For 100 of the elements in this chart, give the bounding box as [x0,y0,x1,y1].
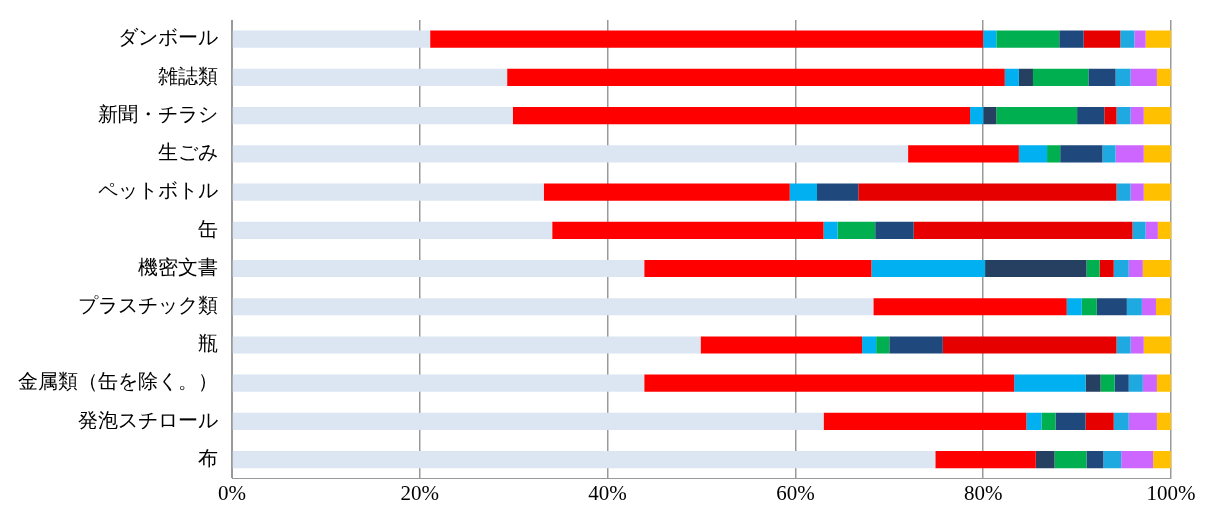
bar [1035,451,1055,469]
bar [913,221,1133,239]
bar [1004,68,1019,86]
bar [889,336,943,354]
bar [232,68,508,86]
bar [232,221,553,239]
bar [1128,259,1143,278]
bar [1026,412,1042,431]
bar [1102,145,1116,163]
bar [823,412,1027,431]
bar [1032,68,1089,86]
bar [1081,298,1097,316]
bar [996,106,1078,125]
bar [985,259,1087,278]
bar [1132,221,1146,239]
bar [232,183,544,201]
bar [512,106,971,125]
bar [1156,68,1171,86]
bar [1142,374,1157,392]
bar [1128,374,1143,392]
y-tick-label: ダンボール [118,26,218,49]
bar [552,221,824,239]
y-tick-label: ペットボトル [98,179,218,202]
bar [875,221,914,239]
bar [1086,451,1104,469]
y-tick-label: 金属類（缶を除く。） [18,370,218,393]
bar [871,259,986,278]
bar [908,145,1019,163]
bar [1156,374,1171,392]
bar [1054,451,1087,469]
bar [1153,451,1171,469]
bar [1120,30,1135,48]
bar [823,221,838,239]
y-tick-label: 雑誌類 [158,64,218,87]
bar [1018,145,1048,163]
bar [789,183,817,201]
bar [1113,412,1129,431]
y-tick-label: 機密文書 [138,255,218,278]
x-tick-label: 40% [588,480,627,505]
x-tick-label: 80% [963,480,1003,505]
bar [430,30,984,48]
bar [232,336,701,354]
bar [232,451,936,469]
x-tick-label: 0% [218,480,246,505]
bar [232,106,513,125]
y-tick-label: 新聞・チラシ [98,102,218,125]
y-tick-label: 瓶 [198,332,218,355]
bar [1130,336,1144,354]
bar [983,106,997,125]
y-tick-label: 布 [198,446,218,469]
bar [232,374,645,392]
bar [996,30,1060,48]
bar [1155,298,1171,316]
bar [1083,30,1121,48]
bar [1018,68,1033,86]
bar [942,336,1117,354]
bar [1141,298,1156,316]
bar [862,336,877,354]
bar [1059,30,1084,48]
bar [858,183,1117,201]
bar [1085,412,1114,431]
bar [644,259,872,278]
bar [1130,183,1144,201]
bar [1096,298,1127,316]
bar [1077,106,1105,125]
bar [1126,298,1142,316]
x-tick-label: 60% [776,480,815,505]
bar [1014,374,1086,392]
bar [1130,68,1157,86]
y-tick-label: 生ごみ [158,141,218,164]
bar [1113,259,1129,278]
bar [1047,145,1061,163]
bar [1055,412,1086,431]
bar [1130,106,1144,125]
y-tick-label: プラスチック類 [78,294,218,316]
bar [232,298,874,316]
bar [543,183,790,201]
bar [1086,259,1100,278]
bar [1157,221,1171,239]
bar [644,374,1015,392]
bar [1134,30,1146,48]
bar [1116,183,1131,201]
bar [1143,183,1171,201]
bar [1115,68,1131,86]
bar [507,68,1005,86]
bar [983,30,997,48]
bar [1116,106,1131,125]
bar [876,336,890,354]
bar [1116,336,1131,354]
bar [1041,412,1056,431]
bar [232,145,909,163]
bar [1103,451,1122,469]
bar [1088,68,1116,86]
bar [1143,336,1171,354]
x-tick-label: 100% [1146,480,1196,505]
bar [1114,374,1129,392]
bar [970,106,984,125]
x-tick-label: 20% [400,480,440,505]
bar [700,336,863,354]
bar [935,451,1036,469]
